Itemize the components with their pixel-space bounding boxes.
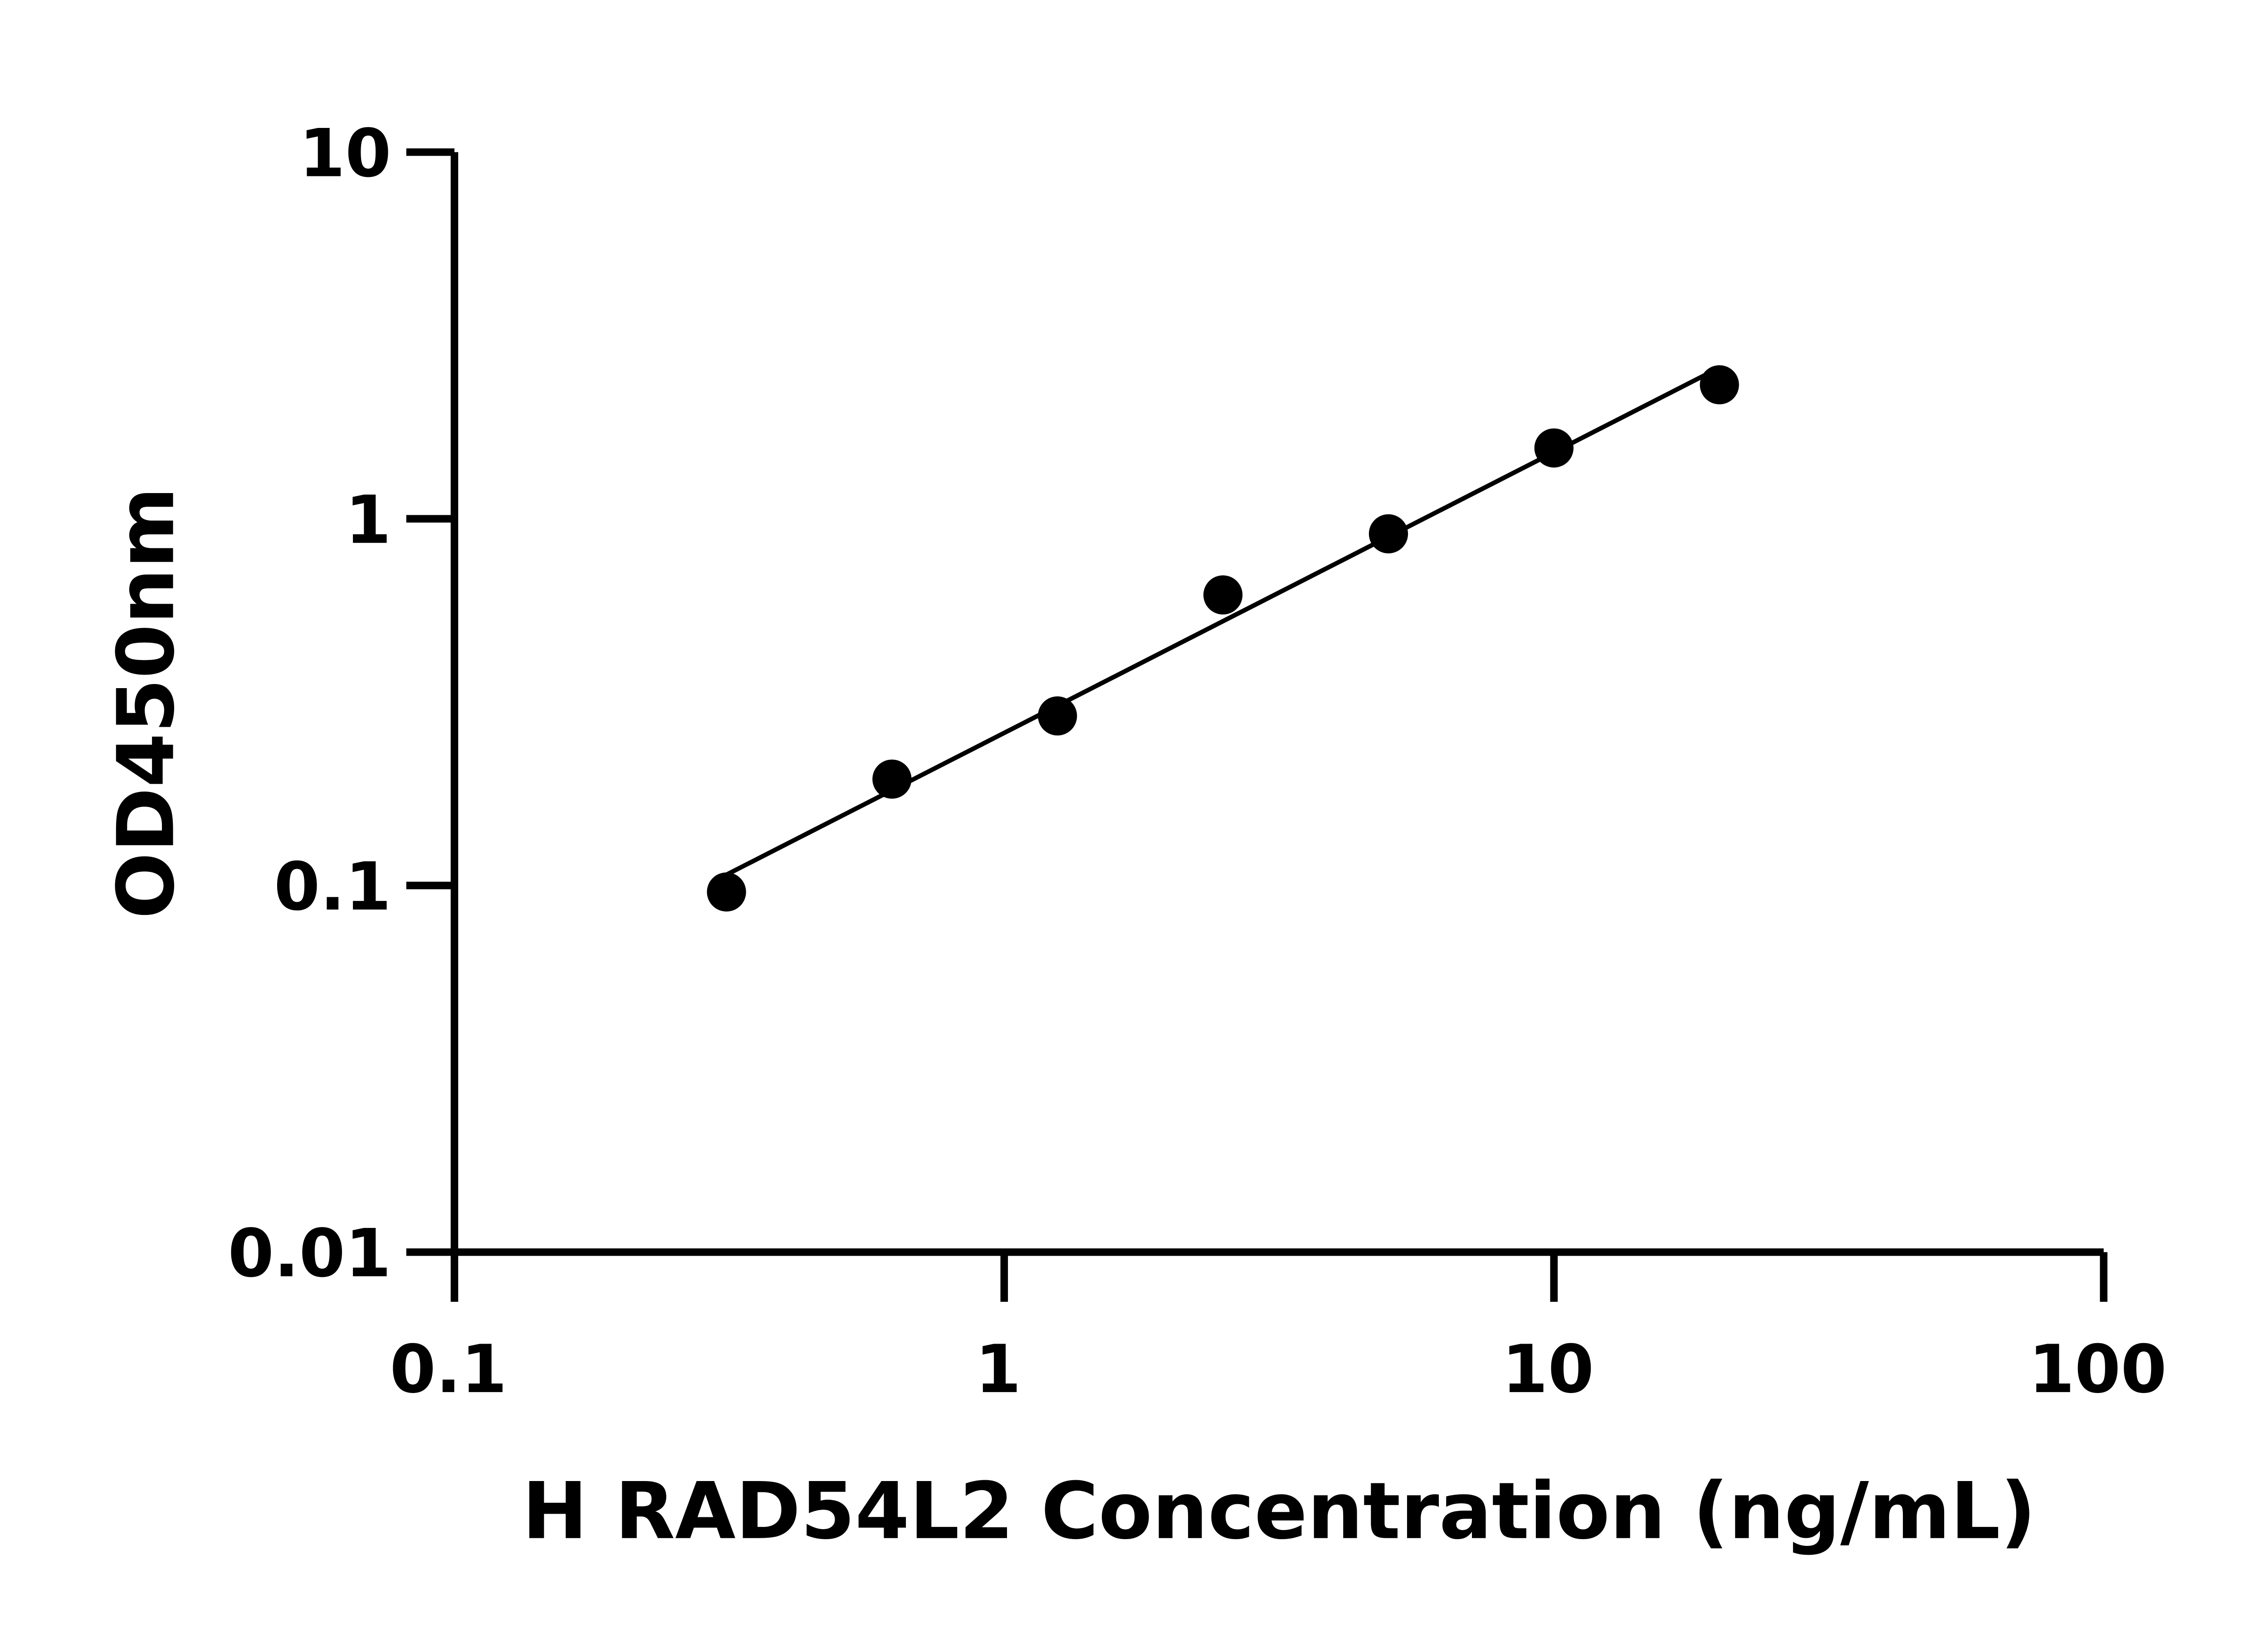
- x-tick-label: 10: [1502, 1331, 1594, 1408]
- data-point: [872, 759, 912, 799]
- x-tick-label: 0.1: [390, 1331, 507, 1408]
- x-axis-label: H RAD54L2 Concentration (ng/mL): [522, 1466, 2036, 1557]
- data-point: [707, 872, 746, 912]
- y-tick-label: 0.01: [228, 1215, 391, 1292]
- y-tick-label: 1: [345, 482, 391, 559]
- x-tick-label: 100: [2028, 1331, 2167, 1408]
- data-point: [1700, 365, 1739, 405]
- y-tick-label: 0.1: [274, 849, 391, 925]
- y-tick-label: 10: [299, 115, 391, 192]
- data-point: [1203, 575, 1243, 615]
- y-axis-label: OD450nm: [101, 487, 192, 919]
- data-points: [707, 365, 1739, 912]
- data-point: [1369, 514, 1408, 553]
- data-point: [1038, 696, 1077, 736]
- x-tick-label: 1: [975, 1331, 1022, 1408]
- data-point: [1534, 428, 1574, 468]
- axes: 0.1 1 10 100 0.01 0.1 1 10: [228, 115, 2166, 1408]
